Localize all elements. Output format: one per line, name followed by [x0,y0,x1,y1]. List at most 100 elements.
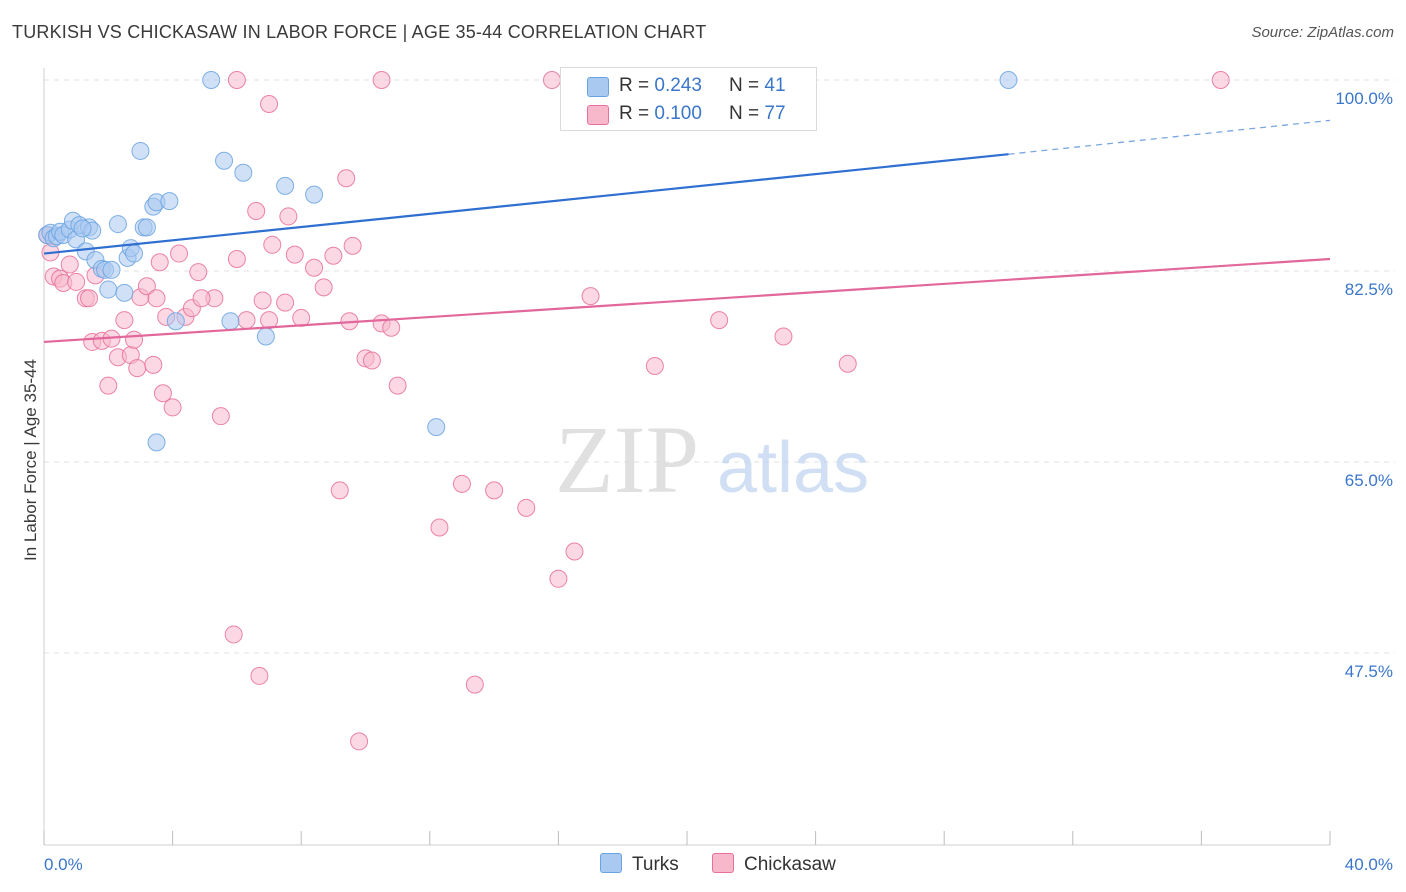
source-label: Source: ZipAtlas.com [1251,24,1394,41]
turks-point-37 [427,418,446,437]
chickasaw-points [38,71,1230,751]
turks-point-16 [99,280,118,299]
chickasaw-point-8 [80,289,99,308]
chickasaw-point-61 [645,356,664,375]
turks-point-36 [305,185,324,204]
chickasaw-point-44 [324,246,343,265]
turks-point-34 [256,327,275,346]
chickasaw-point-23 [153,384,172,403]
chickasaw-point-15 [115,311,134,330]
chart-title: TURKISH VS CHICKASAW IN LABOR FORCE | AG… [12,22,707,42]
chickasaw-point-6 [67,272,86,291]
chickasaw-point-17 [125,330,144,349]
legend-item-turks[interactable]: Turks [600,850,679,880]
axes [43,68,1331,846]
chickasaw-point-34 [247,201,266,220]
chickasaw-swatch [587,105,609,125]
y-tick-label-0: 100.0% [1335,89,1393,108]
chickasaw-point-37 [263,235,282,254]
legend-label-turks: Turks [632,854,679,875]
series-legend: Turks Chickasaw [0,850,1406,880]
turks-point-38 [147,433,166,452]
chickasaw-n-label: N = [729,103,765,124]
chickasaw-point-29 [189,263,208,282]
chickasaw-point-48 [343,236,362,255]
legend-item-chickasaw[interactable]: Chickasaw [712,850,836,880]
turks-point-29 [166,312,185,331]
chickasaw-point-63 [774,327,793,346]
x-tick-label-1: 40.0% [1345,855,1393,874]
turks-point-33 [234,163,253,182]
chickasaw-point-12 [99,376,118,395]
chickasaw-point-22 [150,253,169,272]
chickasaw-point-46 [337,169,356,188]
turks-trend-extension [1008,119,1331,155]
turks-point-22 [125,244,144,263]
chickasaw-point-62 [710,311,729,330]
chickasaw-point-68 [542,71,561,89]
y-tick-label-3: 47.5% [1345,662,1393,681]
turks-points [38,71,1018,452]
chickasaw-point-59 [565,542,584,561]
chickasaw-point-43 [314,278,333,297]
turks-point-17 [102,260,121,279]
watermark-zip: ZIP [555,406,699,513]
chickasaw-point-32 [227,249,246,268]
chickasaw-point-25 [163,398,182,417]
turks-point-19 [115,283,134,302]
chickasaw-point-5 [60,255,79,274]
chickasaw-point-35 [253,291,272,310]
chickasaw-point-66 [227,71,246,89]
legend-swatch-chickasaw [712,852,734,873]
turks-point-23 [131,141,150,160]
turks-n-label: N = [729,75,765,96]
chickasaw-n-value: 77 [764,103,786,124]
chickasaw-point-72 [250,666,269,685]
chickasaw-trend-line [43,257,1331,344]
y-axis-label: In Labor Force | Age 35-44 [21,359,40,561]
chickasaw-point-55 [452,474,471,493]
chickasaw-point-20 [137,277,156,296]
turks-point-35 [276,176,295,195]
chickasaw-point-65 [260,95,279,114]
chickasaw-point-57 [517,498,536,517]
legend-label-chickasaw: Chickasaw [744,854,836,875]
chickasaw-point-71 [224,625,243,644]
stats-legend: R = 0.243 N = 41 R = 0.100 N = 77 [560,67,817,131]
chickasaw-point-42 [305,258,324,277]
turks-point-18 [108,215,127,234]
chickasaw-point-26 [170,244,189,263]
turks-n-value: 41 [764,75,786,96]
chickasaw-point-73 [465,675,484,694]
chickasaw-point-76 [192,289,211,308]
legend-swatch-turks [600,852,622,873]
chickasaw-point-21 [144,355,163,374]
trend-lines [43,119,1331,344]
chickasaw-point-74 [350,732,369,751]
chickasaw-point-38 [276,293,295,312]
chickasaw-point-50 [362,351,381,370]
chickasaw-point-75 [147,289,166,308]
chickasaw-point-18 [128,359,147,378]
tick-labels: 100.0% 82.5% 65.0% 47.5% 0.0% 40.0% [44,89,1393,874]
turks-point-31 [215,151,234,170]
turks-swatch [587,77,609,97]
chickasaw-point-60 [581,287,600,306]
chickasaw-point-53 [388,376,407,395]
chickasaw-point-33 [237,311,256,330]
chickasaw-point-58 [549,569,568,588]
turks-point-32 [221,312,240,331]
chickasaw-r-value: 0.100 [654,103,702,124]
chickasaw-point-70 [1211,71,1230,89]
chickasaw-point-39 [279,207,298,226]
y-tick-label-1: 82.5% [1345,280,1393,299]
x-tick-label-0: 0.0% [44,855,83,874]
chickasaw-point-52 [382,318,401,337]
chickasaw-r-label: R = [619,103,655,124]
turks-point-28 [160,192,179,211]
turks-r-label: R = [619,75,655,96]
turks-trend-line [43,153,1009,255]
turks-r-value: 0.243 [654,75,702,96]
chickasaw-point-40 [285,245,304,264]
